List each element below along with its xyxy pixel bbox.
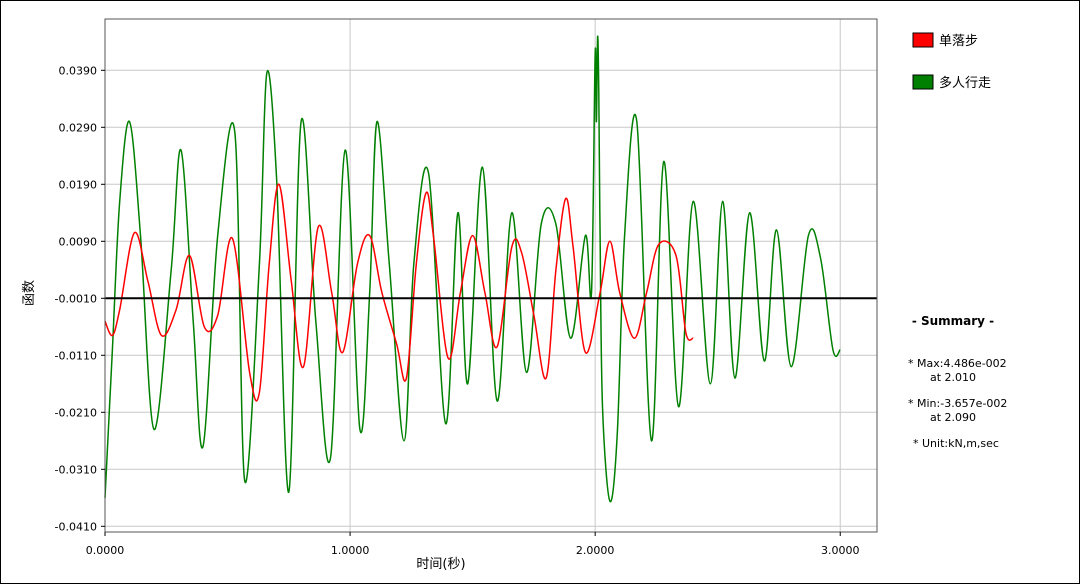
y-tick-label: 0.0190 [59,178,98,191]
summary-max-at: at 2.010 [930,371,976,384]
summary-title: - Summary - [912,314,994,328]
plot-area [104,18,878,533]
x-axis-ticks: 0.0000 1.0000 2.0000 3.0000 [86,532,860,557]
y-tick-label: 0.0090 [59,235,98,248]
y-tick-label: -0.0210 [55,406,97,419]
y-axis-title: 函数 [22,280,37,306]
summary-max: * Max:4.486e-002 [908,357,1007,370]
legend-label-single-step: 单落步 [939,34,978,49]
legend-label-multi-walk: 多人行走 [939,75,991,91]
x-axis-title: 时间(秒) [416,557,465,572]
legend-item-single-step[interactable]: 单落步 [912,32,978,49]
x-tick-label: 1.0000 [331,544,370,557]
series-line-multi-walk [104,35,841,503]
y-tick-label: -0.0410 [55,520,97,533]
legend-swatch-red [912,32,934,48]
summary-min-at: at 2.090 [930,411,976,424]
x-tick-label: 0.0000 [86,544,125,557]
series-line-single-step [104,183,694,402]
legend: 单落步 多人行走 [912,32,991,91]
grid [104,19,877,532]
legend-item-multi-walk[interactable]: 多人行走 [912,74,991,91]
summary-min: * Min:-3.657e-002 [908,397,1007,410]
y-tick-label: -0.0310 [55,463,97,476]
series-layer [104,35,841,503]
y-tick-label: 0.0390 [59,64,98,77]
x-tick-label: 2.0000 [576,544,615,557]
summary-panel: - Summary - * Max:4.486e-002 at 2.010 * … [908,314,1007,450]
y-axis-ticks: 0.0390 0.0290 0.0190 0.0090 -0.0010 -0.0110 -0… [55,64,105,533]
y-tick-label: 0.0290 [59,121,98,134]
summary-unit: * Unit:kN,m,sec [913,437,999,450]
y-tick-label: -0.0110 [55,349,97,362]
y-tick-label: -0.0010 [55,292,97,305]
x-tick-label: 3.0000 [821,544,860,557]
legend-swatch-green [912,74,934,90]
